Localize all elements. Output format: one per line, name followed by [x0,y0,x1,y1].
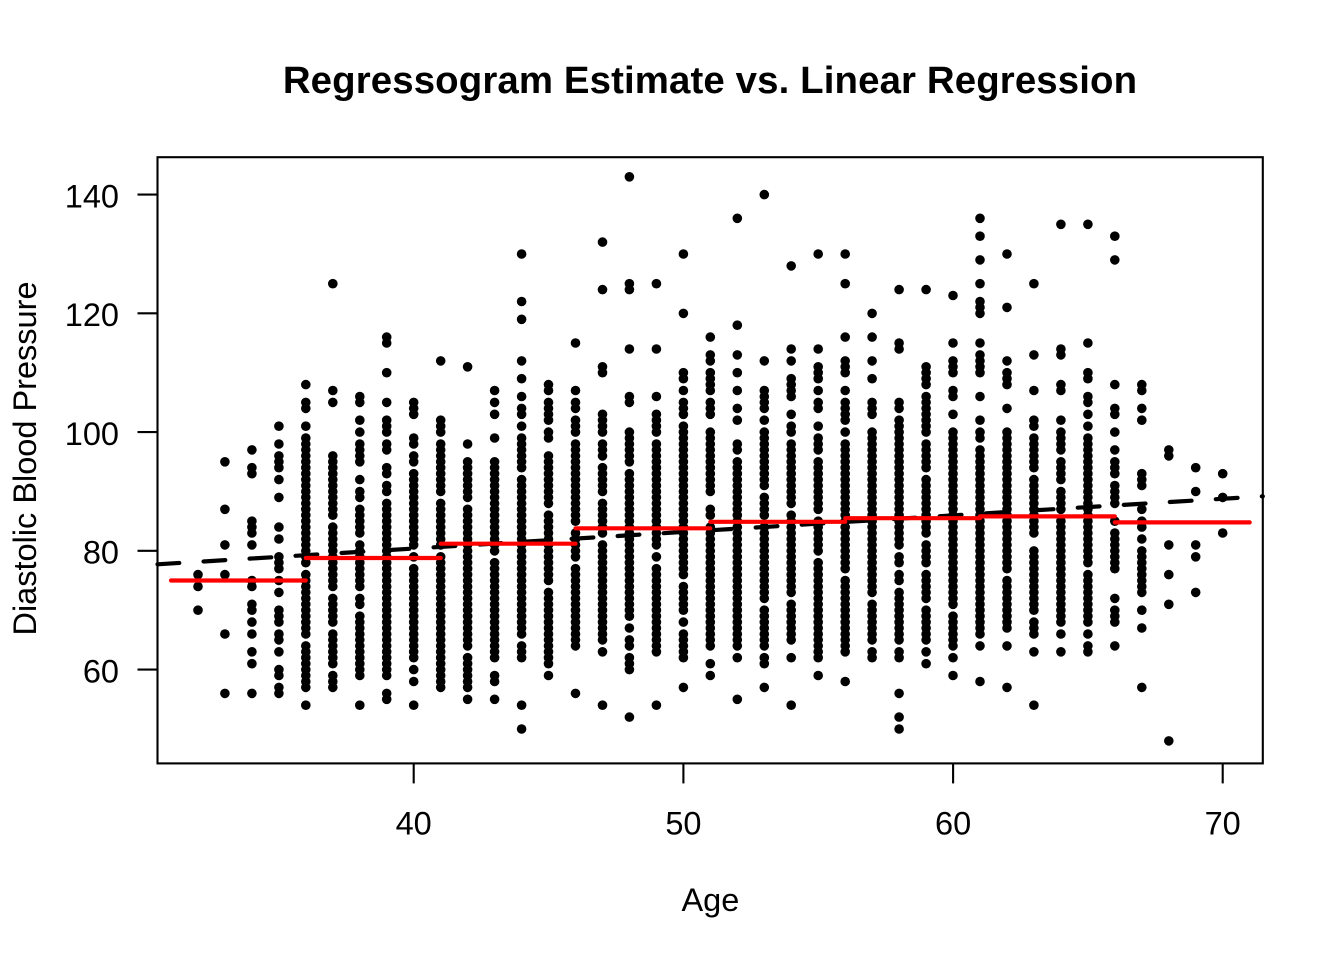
svg-text:80: 80 [83,535,119,571]
svg-text:140: 140 [65,178,119,214]
svg-text:60: 60 [83,653,119,689]
svg-text:70: 70 [1205,806,1241,842]
svg-text:Regressogram Estimate vs. Line: Regressogram Estimate vs. Linear Regress… [283,59,1137,102]
svg-text:60: 60 [935,806,971,842]
svg-text:50: 50 [665,806,701,842]
svg-text:Age: Age [681,882,739,918]
svg-text:120: 120 [65,297,119,333]
svg-text:Diastolic Blood Pressure: Diastolic Blood Pressure [7,281,43,635]
svg-text:100: 100 [65,416,119,452]
svg-text:40: 40 [396,806,432,842]
